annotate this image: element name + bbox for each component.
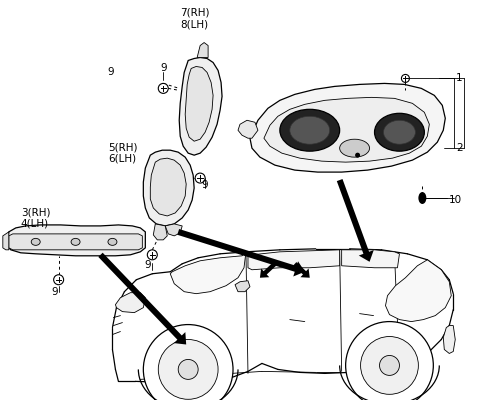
Polygon shape: [264, 97, 429, 162]
Ellipse shape: [108, 238, 117, 245]
Polygon shape: [98, 253, 186, 344]
Polygon shape: [248, 250, 340, 270]
Ellipse shape: [290, 116, 330, 144]
Polygon shape: [197, 43, 208, 57]
Circle shape: [401, 75, 409, 83]
Circle shape: [147, 250, 157, 260]
Polygon shape: [165, 224, 182, 236]
Text: 9: 9: [51, 287, 58, 297]
Polygon shape: [250, 83, 445, 172]
Text: 5(RH)
6(LH): 5(RH) 6(LH): [108, 142, 138, 164]
Polygon shape: [7, 225, 145, 256]
Text: 7(RH)
8(LH): 7(RH) 8(LH): [180, 8, 210, 29]
Polygon shape: [3, 232, 9, 250]
Ellipse shape: [340, 139, 370, 157]
Circle shape: [144, 324, 233, 401]
Polygon shape: [170, 252, 246, 294]
Circle shape: [195, 173, 205, 183]
Circle shape: [360, 336, 419, 394]
Text: 10: 10: [449, 195, 462, 205]
Circle shape: [158, 340, 218, 399]
Ellipse shape: [419, 192, 426, 204]
Ellipse shape: [71, 238, 80, 245]
Polygon shape: [9, 234, 143, 250]
Polygon shape: [238, 120, 258, 138]
Circle shape: [178, 359, 198, 379]
Polygon shape: [153, 224, 167, 240]
Polygon shape: [293, 262, 310, 278]
Polygon shape: [115, 293, 145, 313]
Polygon shape: [235, 281, 250, 292]
Polygon shape: [150, 158, 186, 216]
Polygon shape: [444, 326, 455, 353]
Polygon shape: [342, 250, 399, 268]
Text: 9: 9: [202, 180, 208, 190]
Circle shape: [355, 153, 360, 158]
Polygon shape: [144, 150, 194, 226]
Polygon shape: [385, 260, 451, 322]
Polygon shape: [185, 67, 213, 141]
Text: 2: 2: [456, 143, 463, 153]
Text: 9: 9: [144, 260, 151, 270]
Polygon shape: [337, 179, 374, 262]
Ellipse shape: [384, 120, 415, 144]
Circle shape: [346, 322, 433, 401]
Polygon shape: [177, 229, 305, 276]
Ellipse shape: [280, 109, 340, 151]
Circle shape: [158, 83, 168, 93]
Polygon shape: [179, 57, 222, 155]
Polygon shape: [260, 262, 276, 278]
Circle shape: [54, 275, 64, 285]
Text: 1: 1: [456, 73, 463, 83]
Ellipse shape: [31, 238, 40, 245]
Circle shape: [380, 355, 399, 375]
Text: 9: 9: [107, 67, 114, 77]
Ellipse shape: [374, 113, 424, 151]
Text: 3(RH)
4(LH): 3(RH) 4(LH): [21, 207, 50, 229]
Text: 9: 9: [160, 63, 167, 73]
